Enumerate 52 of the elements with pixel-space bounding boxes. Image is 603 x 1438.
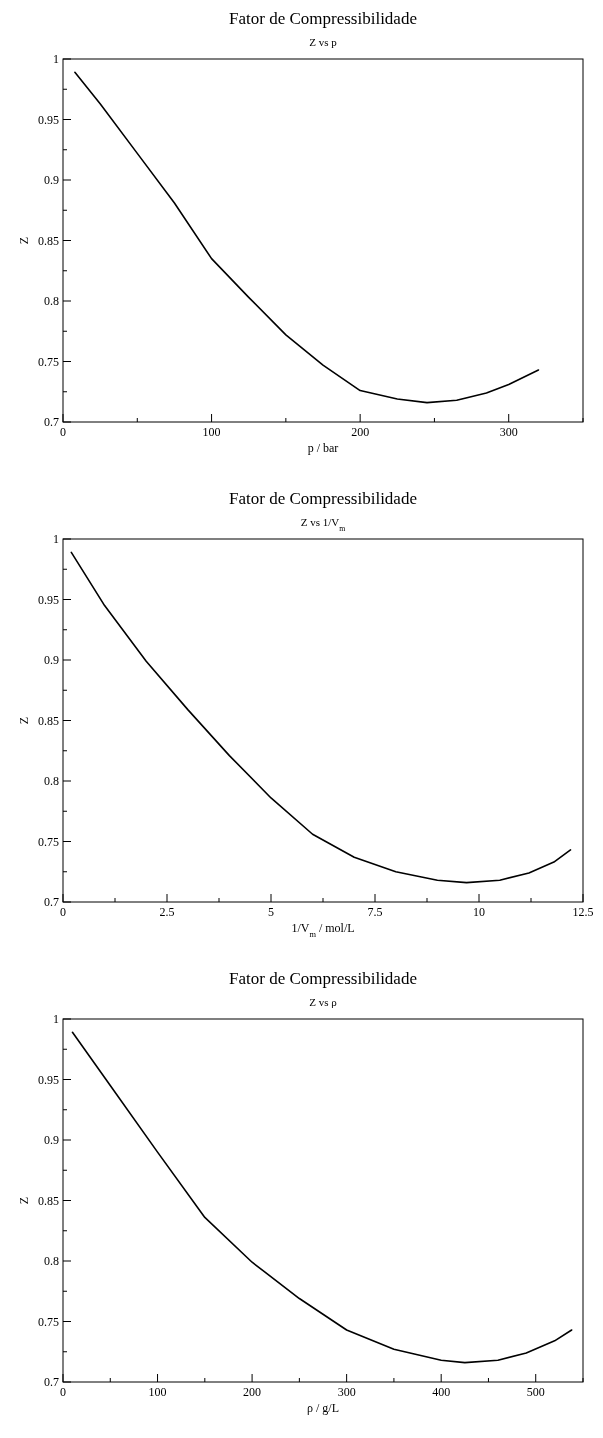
y-tick-label: 0.75 [38,354,59,369]
chart-title: Fator de Compressibilidade [229,969,417,988]
y-tick-label: 0.95 [38,112,59,127]
x-tick-label: 7.5 [367,905,383,919]
chart-subtitle: Z vs 1/V$_{m}$ [300,516,346,533]
y-tick-label: 1 [53,52,59,66]
x-tick-label: 0 [60,425,66,439]
line-series [74,71,540,404]
x-tick-label: 400 [432,1385,451,1399]
y-tick-label: 0.75 [38,1314,59,1329]
x-tick-label: 500 [526,1385,545,1399]
x-tick-label: 12.5 [572,905,594,919]
y-tick-label: 0.7 [44,895,59,909]
y-tick-label: 0.85 [38,713,59,728]
x-axis-title: 1/V$_{m}$ / mol/L [291,921,355,939]
y-tick-label: 1 [53,532,59,546]
y-tick-label: 0.95 [38,1072,59,1087]
chart-title: Fator de Compressibilidade [229,489,417,508]
y-tick-label: 0.7 [44,1375,59,1389]
y-axis-title: Z [17,1196,31,1205]
y-tick-label: 0.7 [44,415,59,429]
y-tick-label: 0.75 [38,834,59,849]
y-tick-label: 0.8 [44,774,59,788]
y-tick-label: 0.9 [44,653,59,667]
x-tick-label: 200 [351,425,370,439]
line-series [71,1031,573,1364]
x-tick-label: 2.5 [159,905,175,919]
x-tick-label: 0 [60,905,66,919]
x-tick-label: 300 [337,1385,356,1399]
y-tick-label: 0.95 [38,592,59,607]
chart-subtitle: Z vs ρ [309,996,338,1008]
y-tick-label: 0.9 [44,1133,59,1147]
chart-title: Fator de Compressibilidade [229,9,417,28]
x-tick-label: 300 [499,425,518,439]
x-tick-label: 100 [148,1385,167,1399]
line-series [70,551,572,884]
x-axis-title: p / bar [307,441,339,455]
x-tick-label: 10 [473,905,485,919]
y-tick-label: 1 [53,1012,59,1026]
chart-subtitle: Z vs p [309,36,338,48]
y-tick-label: 0.9 [44,173,59,187]
x-tick-label: 5 [268,905,274,919]
y-axis-title: Z [17,716,31,725]
y-tick-label: 0.8 [44,1254,59,1268]
y-tick-label: 0.85 [38,233,59,248]
x-axis-title: ρ / g/L [307,1401,339,1415]
y-tick-label: 0.85 [38,1193,59,1208]
x-tick-label: 0 [60,1385,66,1399]
x-tick-label: 100 [202,425,221,439]
y-axis-title: Z [17,236,31,245]
y-tick-label: 0.8 [44,294,59,308]
x-tick-label: 200 [243,1385,262,1399]
